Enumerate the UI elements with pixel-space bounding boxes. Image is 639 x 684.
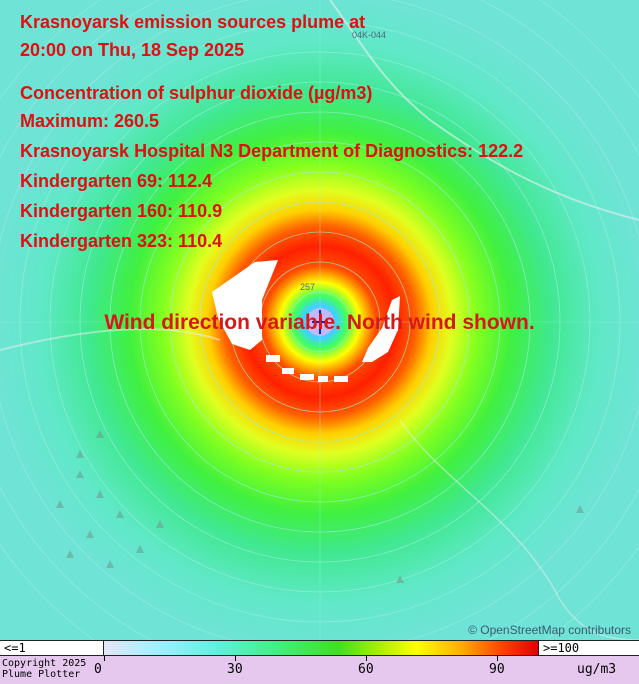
plume-map-canvas: 04K-044 257 [0, 0, 639, 640]
tick-mark [104, 656, 105, 661]
tick-mark [235, 656, 236, 661]
scale-max-label: >=100 [538, 641, 639, 655]
tick-label: 30 [227, 662, 243, 677]
scale-gradient [104, 641, 538, 655]
plume-title-line1: Krasnoyarsk emission sources plume at [20, 12, 366, 32]
receptor-value: Kindergarten 69: 112.4 [20, 171, 213, 191]
radial-lines [0, 0, 639, 640]
legend-footer: Copyright 2025 Plume Plotter 0 30 60 90 … [0, 656, 639, 684]
plume-title-line2: 20:00 on Thu, 18 Sep 2025 [20, 40, 245, 60]
copyright: Copyright 2025 Plume Plotter [2, 658, 86, 680]
road [329, 0, 639, 221]
copyright-line1: Copyright 2025 [2, 658, 87, 669]
maximum-value: Maximum: 260.5 [20, 111, 160, 131]
river [399, 419, 639, 640]
road-label: 257 [300, 282, 315, 292]
tick-label: 60 [358, 662, 374, 677]
receptor-value: Kindergarten 160: 110.9 [20, 201, 223, 221]
exceedance-patches [212, 260, 400, 382]
tick-label: 90 [489, 662, 505, 677]
forest-markers [56, 430, 584, 583]
copyright-line2: Plume Plotter [2, 669, 81, 680]
pollutant-label: Concentration of sulphur dioxide (µg/m3) [20, 83, 373, 103]
color-scale: <=1 >=100 [0, 640, 639, 656]
road [0, 328, 221, 351]
receptor-value: Kindergarten 323: 110.4 [20, 231, 223, 251]
tick-label: 0 [94, 662, 102, 677]
tick-mark [497, 656, 498, 661]
receptor-value: Krasnoyarsk Hospital N3 Department of Di… [20, 141, 524, 161]
osm-attribution[interactable]: © OpenStreetMap contributors [468, 623, 631, 637]
tick-mark [366, 656, 367, 661]
road-label: 04K-044 [352, 30, 386, 40]
wind-note: Wind direction variable. North wind show… [104, 311, 535, 334]
scale-min-label: <=1 [0, 641, 104, 655]
unit-label: ug/m3 [577, 662, 617, 677]
plume-map[interactable]: 04K-044 257 Krasnoyarsk emission sources… [0, 0, 639, 640]
